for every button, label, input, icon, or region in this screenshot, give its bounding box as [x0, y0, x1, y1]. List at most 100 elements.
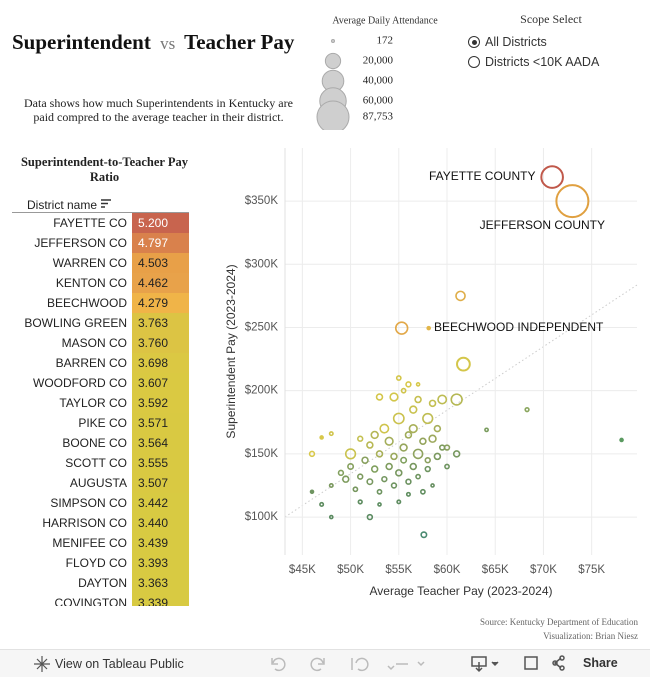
ratio-cell: 3.339 — [132, 593, 189, 606]
point — [400, 387, 407, 394]
point — [450, 393, 463, 406]
point — [376, 488, 383, 495]
title-part: Teacher Pay — [184, 30, 295, 54]
district-name: MASON CO — [61, 336, 127, 350]
table-row: DAYTON 3.363 — [12, 573, 192, 593]
district-name: DAYTON — [78, 576, 127, 590]
point — [409, 462, 418, 471]
title: Superintendent vs Teacher Pay — [12, 30, 294, 55]
point — [422, 412, 434, 425]
ratio-cell: 4.797 — [132, 233, 189, 253]
action-icons[interactable] — [470, 654, 570, 674]
point — [433, 424, 442, 433]
tableau-icon[interactable] — [33, 655, 51, 673]
ratio-cell: 3.439 — [132, 533, 189, 553]
point — [347, 463, 355, 471]
point — [424, 456, 431, 464]
point — [456, 356, 471, 372]
share-button[interactable]: Share — [583, 656, 618, 670]
point — [328, 514, 334, 520]
x-tick-label: $65K — [482, 564, 509, 576]
district-name: HARRISON CO — [42, 516, 127, 530]
point — [308, 450, 316, 458]
point — [400, 456, 408, 464]
table-row: BOONE CO 3.564 — [12, 433, 192, 453]
x-tick-label: $60K — [434, 564, 461, 576]
district-name: BOWLING GREEN — [24, 316, 127, 330]
point — [426, 325, 431, 331]
ratio-cell: 4.279 — [132, 293, 189, 313]
scatter-chart: $100K $150K $200K $250K $300K $350K $45K $50K $5… — [224, 148, 638, 598]
ratio-cell: 3.393 — [132, 553, 189, 573]
y-tick-label: $150K — [245, 448, 279, 460]
point — [357, 499, 363, 505]
table-row: HARRISON CO 3.440 — [12, 513, 192, 533]
description: Data shows how much Superintendents in K… — [24, 96, 293, 124]
undo-redo-icons[interactable] — [268, 654, 438, 674]
point — [433, 452, 442, 461]
district-name: COVINGTON — [54, 596, 127, 606]
point — [389, 392, 399, 402]
table-row: MENIFEE CO 3.439 — [12, 533, 192, 553]
table-row: JEFFERSON CO 4.797 — [12, 233, 192, 253]
district-name: TAYLOR CO — [59, 396, 127, 410]
point — [420, 531, 428, 539]
ratio-cell: 3.698 — [132, 353, 189, 373]
ratio-cell: 3.592 — [132, 393, 189, 413]
point — [428, 399, 437, 408]
ratio-cell: 4.503 — [132, 253, 189, 273]
ratio-cell: 3.760 — [132, 333, 189, 353]
ratio-cell: 3.564 — [132, 433, 189, 453]
ratio-cell: 4.462 — [132, 273, 189, 293]
x-tick-label: $50K — [337, 564, 364, 576]
ratio-cell: 3.555 — [132, 453, 189, 473]
annotation: BEECHWOOD INDEPENDENT — [434, 320, 604, 334]
district-name: WARREN CO — [52, 256, 127, 270]
table-row: KENTON CO 4.462 — [12, 273, 192, 293]
point — [337, 469, 345, 477]
point — [555, 184, 590, 219]
point — [437, 394, 448, 405]
ratio-cell: 3.763 — [132, 313, 189, 333]
radio-option[interactable]: All Districts — [468, 32, 599, 52]
table-row: BEECHWOOD 4.279 — [12, 293, 192, 313]
point — [366, 513, 374, 521]
point — [352, 486, 359, 493]
point — [424, 465, 431, 473]
point — [341, 475, 350, 483]
table-row: COVINGTON 3.339 — [12, 593, 192, 606]
x-tick-label: $75K — [578, 564, 605, 576]
district-name: BARREN CO — [55, 356, 127, 370]
toolbar: View on Tableau Public Share — [0, 649, 650, 677]
radio-option[interactable]: Districts <10K AADA — [468, 52, 599, 72]
view-link[interactable]: View on Tableau Public — [55, 657, 184, 671]
point — [375, 393, 384, 401]
legend-title: Average Daily Attendance — [332, 15, 438, 26]
point — [319, 435, 324, 440]
point — [357, 435, 364, 442]
radio — [468, 36, 480, 48]
radio — [468, 56, 480, 68]
point — [428, 434, 437, 443]
x-tick-label: $70K — [530, 564, 557, 576]
credit: Visualization: Brian Niesz — [543, 631, 638, 639]
legend-circle — [331, 39, 335, 43]
legend-circle — [324, 52, 342, 70]
table-row: WOODFORD CO 3.607 — [12, 373, 192, 393]
ratio-cell: 3.363 — [132, 573, 189, 593]
point — [394, 321, 409, 335]
radio-label: All Districts — [485, 35, 547, 49]
district-name: BOONE CO — [62, 436, 127, 450]
point — [405, 478, 412, 485]
table-row: FAYETTE CO 5.200 — [12, 213, 192, 233]
sort-icon[interactable] — [100, 199, 112, 209]
point — [395, 469, 403, 477]
point — [430, 483, 435, 488]
table-row: PIKE CO 3.571 — [12, 413, 192, 433]
point — [357, 473, 364, 480]
title-part: vs — [160, 34, 176, 53]
column-label: District name — [27, 198, 98, 212]
table-row: WARREN CO 4.503 — [12, 253, 192, 273]
y-tick-label: $200K — [245, 385, 279, 397]
